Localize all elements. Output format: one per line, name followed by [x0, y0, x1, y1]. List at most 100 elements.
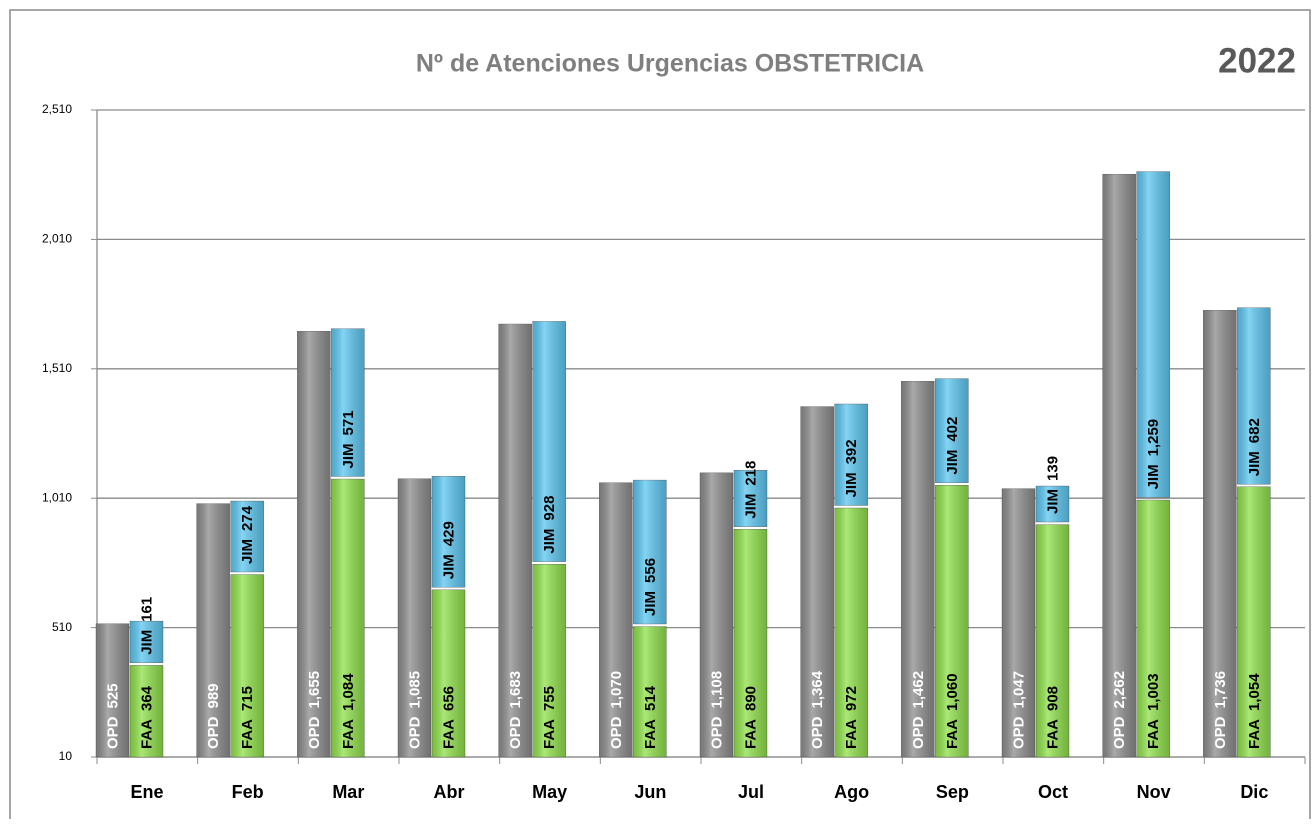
data-label: FAA 1,060 [944, 673, 961, 749]
bar-shade [1002, 488, 1035, 757]
series-name-label: FAA [843, 719, 860, 749]
series-name-label: OPD [104, 716, 121, 749]
data-label: JIM 274 [239, 505, 256, 564]
series-name-label: JIM [239, 539, 256, 564]
bar-shade [1237, 486, 1271, 757]
series-name-label: FAA [742, 719, 759, 749]
series-name-label: OPD [708, 716, 725, 749]
data-label: JIM 928 [541, 496, 558, 554]
series-name-label: OPD [1010, 716, 1027, 749]
series-name-label: OPD [205, 716, 222, 749]
bar-shade [1237, 307, 1271, 485]
bar-shade [834, 403, 868, 506]
bar-shade [700, 472, 733, 757]
y-tick-label: 510 [52, 620, 72, 634]
value-label: 571 [340, 410, 357, 435]
series-name-label: FAA [541, 719, 558, 749]
data-label: JIM 429 [440, 521, 457, 579]
series-name-label: FAA [440, 719, 457, 749]
bar-shade [1036, 524, 1069, 757]
value-label: 525 [104, 683, 121, 708]
data-label: OPD 1,070 [608, 671, 625, 749]
value-label: 1,462 [910, 671, 927, 709]
data-label: FAA 715 [239, 686, 256, 749]
series-name-label: OPD [306, 716, 323, 749]
data-label: OPD 2,262 [1111, 671, 1128, 749]
value-label: 890 [742, 686, 759, 711]
data-label: JIM 571 [340, 410, 357, 468]
bar-shade [1136, 500, 1170, 757]
series-name-label: JIM [340, 443, 357, 468]
series-name-label: JIM [541, 529, 558, 554]
bar-shade [1136, 171, 1170, 498]
series-name-label: JIM [843, 472, 860, 497]
series-name-label: JIM [1145, 464, 1162, 489]
series-name-label: FAA [1044, 719, 1061, 749]
x-tick-label: Oct [1038, 782, 1068, 802]
bar-shade [331, 328, 365, 477]
bar-shade [130, 665, 163, 757]
data-label: OPD 1,108 [708, 671, 725, 749]
data-label: JIM 556 [642, 558, 659, 616]
bar-shade [901, 381, 935, 757]
bar-shade [834, 508, 868, 757]
value-label: 139 [1044, 456, 1061, 481]
data-label: FAA 1,003 [1145, 673, 1162, 749]
data-label: OPD 1,462 [910, 671, 927, 749]
y-tick-label: 2,010 [42, 232, 72, 246]
value-label: 656 [440, 686, 457, 711]
series-name-label: OPD [1212, 716, 1229, 749]
value-label: 364 [138, 685, 155, 711]
bar-shade [230, 574, 264, 757]
value-label: 402 [944, 417, 961, 442]
chart-title: Nº de Atenciones Urgencias OBSTETRICIA [416, 50, 924, 78]
bar-shade [633, 626, 667, 757]
data-label: FAA 656 [440, 686, 457, 749]
x-tick-label: Sep [936, 782, 969, 802]
chart-subtitle: 2022 [1218, 41, 1296, 80]
value-label: 1,736 [1212, 671, 1229, 709]
data-label: OPD 989 [205, 683, 222, 749]
data-label: OPD 1,085 [406, 671, 423, 749]
bar-shade [1203, 310, 1237, 757]
x-tick-label: Feb [232, 782, 264, 802]
data-label: JIM 682 [1246, 418, 1263, 476]
data-label: OPD 1,736 [1212, 671, 1229, 749]
series-name-label: FAA [239, 719, 256, 749]
data-label: FAA 514 [642, 685, 659, 749]
value-label: 1,084 [340, 673, 357, 711]
data-label: OPD 1,364 [809, 670, 826, 749]
value-label: 2,262 [1111, 671, 1128, 709]
series-name-label: FAA [1246, 719, 1263, 749]
data-label: FAA 364 [138, 685, 155, 749]
value-label: 514 [642, 685, 659, 711]
data-label: JIM 402 [944, 417, 961, 475]
data-label: OPD 1,047 [1010, 671, 1027, 749]
bar-shade [1036, 486, 1069, 523]
bar-shade [599, 482, 633, 757]
bar-shade [196, 503, 230, 757]
series-name-label: OPD [507, 716, 524, 749]
value-label: 1,364 [809, 670, 826, 708]
value-label: 1,054 [1246, 673, 1263, 711]
bar-shade [96, 623, 129, 757]
series-name-label: JIM [944, 450, 961, 475]
bar-shade [130, 621, 163, 663]
data-label: FAA 890 [742, 686, 759, 749]
y-tick-label: 1,510 [42, 361, 72, 375]
value-label: 161 [138, 597, 155, 622]
value-label: 755 [541, 686, 558, 711]
bar-shade [734, 470, 767, 527]
data-label: JIM 1,259 [1145, 419, 1162, 490]
value-label: 1,060 [944, 673, 961, 711]
series-name-label: FAA [138, 719, 155, 749]
series-name-label: FAA [642, 719, 659, 749]
series-name-label: FAA [340, 719, 357, 749]
value-label: 1,655 [306, 671, 323, 709]
value-label: 928 [541, 496, 558, 521]
value-label: 1,108 [708, 671, 725, 709]
value-label: 556 [642, 558, 659, 583]
x-tick-label: Nov [1137, 782, 1171, 802]
x-tick-label: Ene [130, 782, 163, 802]
value-label: 392 [843, 439, 860, 464]
